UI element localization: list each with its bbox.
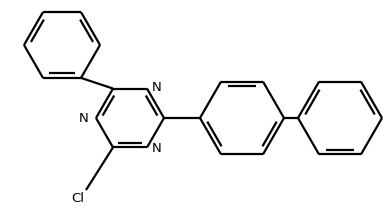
Text: Cl: Cl xyxy=(72,191,84,205)
Text: N: N xyxy=(152,142,162,155)
Text: N: N xyxy=(152,81,162,94)
Text: N: N xyxy=(79,111,89,124)
